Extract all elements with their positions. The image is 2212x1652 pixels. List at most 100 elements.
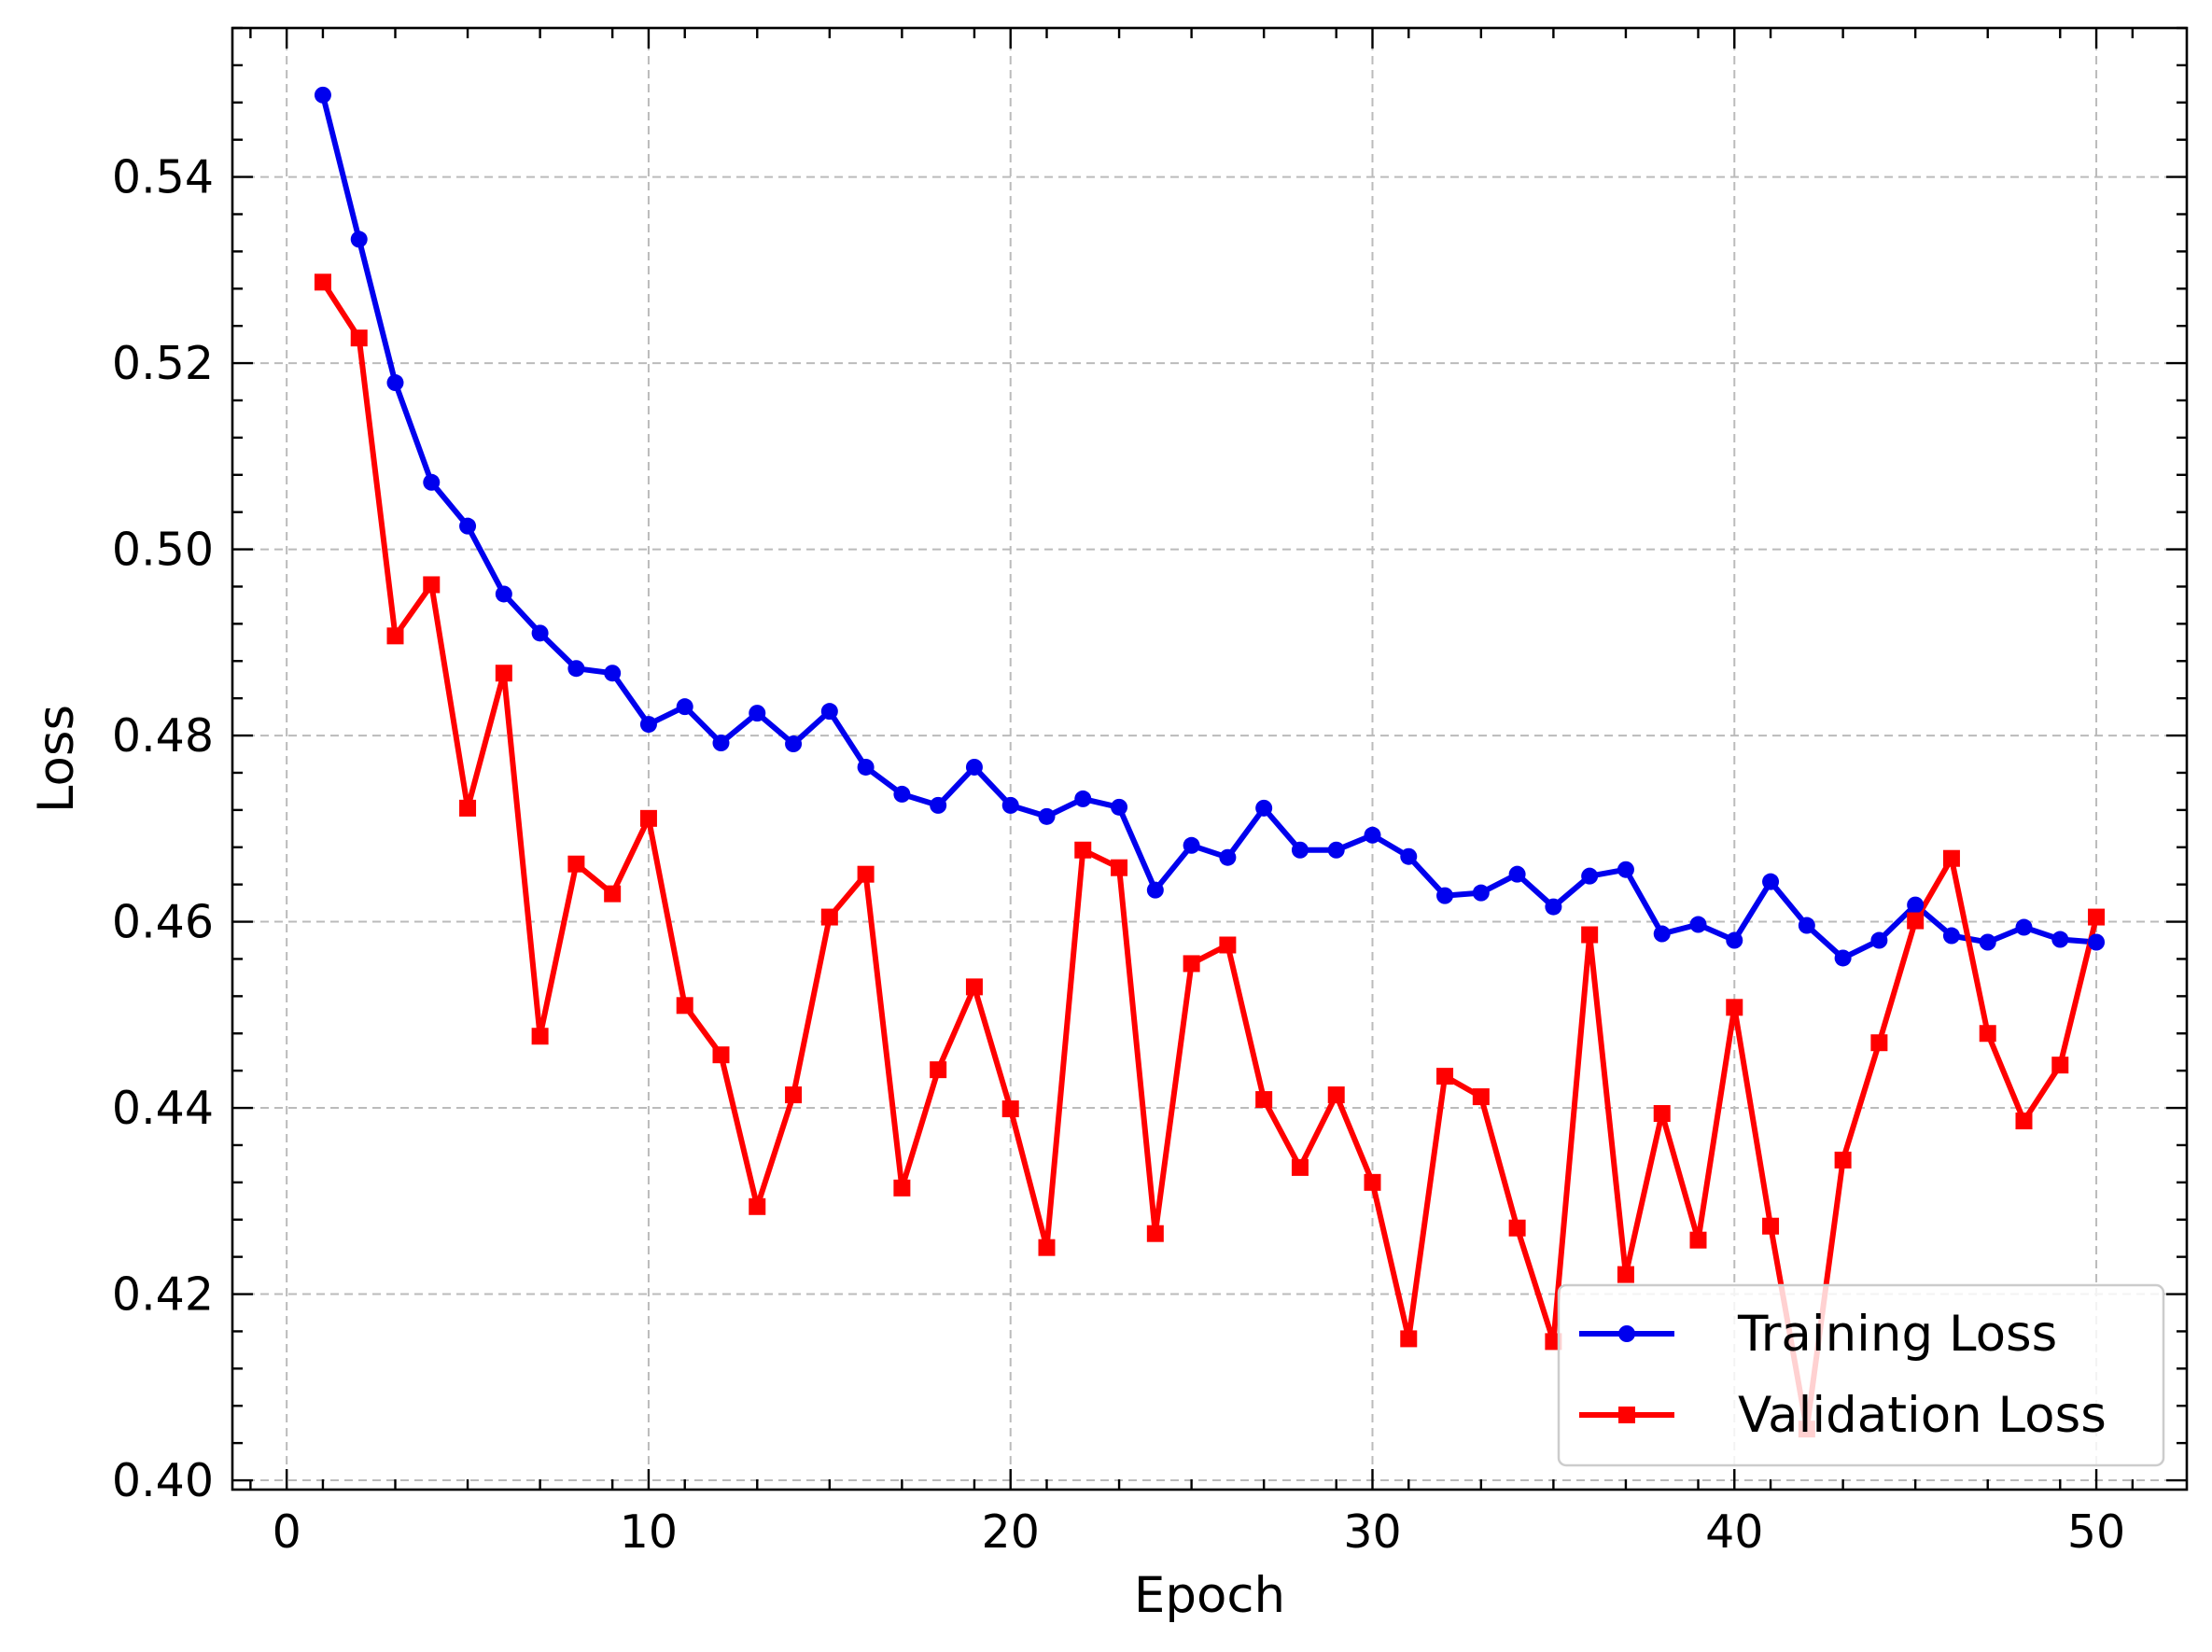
validation-loss-point bbox=[1942, 849, 1960, 867]
validation-loss-point bbox=[1617, 1266, 1634, 1283]
training-loss-point bbox=[1689, 916, 1707, 933]
training-loss-point bbox=[1508, 865, 1526, 883]
training-loss-point bbox=[314, 86, 331, 104]
validation-loss-point bbox=[965, 978, 983, 996]
training-loss-point bbox=[1834, 949, 1852, 967]
validation-loss-point bbox=[1581, 926, 1599, 944]
validation-loss-point bbox=[1219, 936, 1237, 954]
legend-box bbox=[1557, 1283, 2165, 1467]
training-loss-point bbox=[1183, 836, 1200, 854]
validation-loss-point bbox=[1400, 1330, 1418, 1348]
validation-loss-point bbox=[857, 865, 875, 883]
training-loss-point bbox=[495, 585, 512, 603]
validation-loss-point bbox=[785, 1086, 803, 1104]
validation-loss-point bbox=[314, 273, 331, 291]
training-loss-point bbox=[785, 735, 803, 753]
training-loss-point bbox=[857, 758, 875, 776]
validation-loss-point bbox=[1508, 1219, 1526, 1237]
validation-loss-point bbox=[1870, 1034, 1888, 1052]
y-tick-label: 0.50 bbox=[112, 524, 214, 577]
training-loss-point bbox=[1364, 826, 1381, 844]
training-loss-point bbox=[459, 517, 477, 535]
training-loss-point bbox=[1400, 847, 1418, 865]
training-loss-point bbox=[676, 698, 693, 716]
validation-loss-point bbox=[1327, 1086, 1345, 1104]
validation-loss-point bbox=[2015, 1113, 2033, 1130]
training-loss-point bbox=[1617, 861, 1634, 878]
validation-loss-point bbox=[676, 997, 693, 1015]
training-loss-point bbox=[1291, 841, 1309, 859]
x-tick-label: 30 bbox=[1343, 1505, 1401, 1559]
legend-label: Training Loss bbox=[1737, 1306, 2057, 1363]
validation-loss-point bbox=[893, 1179, 911, 1197]
validation-loss-point bbox=[1436, 1068, 1454, 1085]
training-loss-point bbox=[1219, 848, 1237, 866]
validation-loss-point bbox=[1255, 1091, 1273, 1109]
training-loss-point bbox=[1870, 931, 1888, 949]
training-loss-point bbox=[965, 758, 983, 776]
validation-loss-point bbox=[2088, 908, 2106, 926]
training-loss-point bbox=[639, 716, 657, 734]
training-loss-point bbox=[1111, 798, 1128, 816]
x-tick-label: 0 bbox=[273, 1505, 301, 1559]
validation-loss-point bbox=[930, 1061, 947, 1079]
validation-loss-point bbox=[567, 855, 585, 873]
training-loss-point bbox=[1798, 917, 1815, 934]
training-loss-point bbox=[604, 665, 622, 682]
validation-loss-point bbox=[1364, 1173, 1381, 1191]
validation-loss-point bbox=[1146, 1225, 1164, 1242]
training-loss-point bbox=[712, 735, 730, 752]
training-loss-point bbox=[1979, 933, 1996, 951]
y-tick-label: 0.42 bbox=[112, 1268, 214, 1322]
validation-loss-point bbox=[531, 1028, 549, 1045]
training-loss-point bbox=[1436, 887, 1454, 904]
validation-loss-point bbox=[1183, 955, 1200, 973]
y-tick-label: 0.46 bbox=[112, 896, 214, 949]
x-tick-label: 20 bbox=[982, 1505, 1040, 1559]
validation-loss-point bbox=[820, 908, 838, 926]
training-loss-point bbox=[1255, 799, 1273, 817]
legend-marker bbox=[1618, 1325, 1635, 1342]
validation-loss-point bbox=[1979, 1025, 1996, 1043]
validation-loss-point bbox=[1762, 1217, 1780, 1235]
training-loss-point bbox=[820, 703, 838, 721]
validation-loss-point bbox=[386, 627, 404, 645]
training-loss-point bbox=[1907, 896, 1925, 914]
training-loss-point bbox=[1726, 931, 1743, 949]
training-loss-point bbox=[1038, 807, 1056, 825]
series-line-0 bbox=[319, 94, 2097, 961]
y-tick-label: 0.48 bbox=[112, 709, 214, 763]
training-loss-point bbox=[1327, 841, 1345, 859]
series-points bbox=[314, 86, 2106, 1438]
training-loss-point bbox=[386, 374, 404, 392]
y-tick-label: 0.44 bbox=[112, 1082, 214, 1135]
x-tick-label: 10 bbox=[620, 1505, 678, 1559]
training-loss-point bbox=[1001, 796, 1019, 814]
y-axis-title: Loss bbox=[28, 705, 85, 813]
validation-loss-point bbox=[1001, 1100, 1019, 1118]
training-loss-point bbox=[1472, 884, 1490, 902]
axis-ticks bbox=[232, 26, 2187, 1490]
training-loss-point bbox=[893, 785, 911, 803]
training-loss-point bbox=[2015, 918, 2033, 936]
training-loss-point bbox=[1653, 925, 1671, 943]
validation-loss-point bbox=[459, 799, 477, 817]
training-loss-point bbox=[567, 660, 585, 678]
legend-marker bbox=[1618, 1407, 1635, 1423]
validation-loss-point bbox=[749, 1197, 766, 1215]
training-loss-point bbox=[531, 624, 549, 642]
training-loss-point bbox=[1074, 790, 1092, 807]
training-loss-point bbox=[930, 796, 947, 814]
training-loss-point bbox=[2088, 933, 2106, 951]
validation-loss-point bbox=[1689, 1231, 1707, 1249]
validation-loss-point bbox=[1074, 841, 1092, 859]
training-loss-point bbox=[423, 473, 441, 491]
x-tick-label: 50 bbox=[2067, 1505, 2125, 1559]
validation-loss-point bbox=[712, 1046, 730, 1064]
y-tick-label: 0.40 bbox=[112, 1454, 214, 1507]
validation-loss-point bbox=[639, 809, 657, 827]
legend: Training Loss Validation Loss bbox=[1557, 1283, 2165, 1467]
validation-loss-point bbox=[2051, 1057, 2069, 1074]
validation-loss-point bbox=[423, 576, 441, 594]
